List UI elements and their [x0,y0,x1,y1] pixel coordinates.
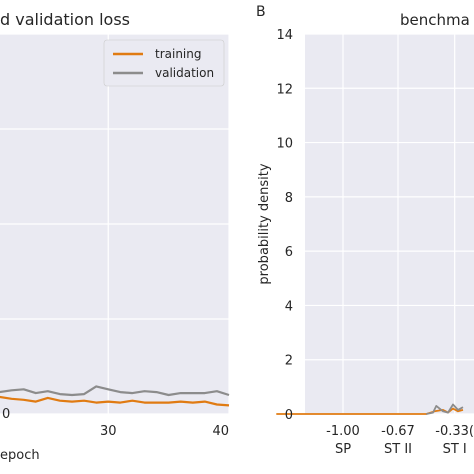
xtick-label: 40 [212,424,229,439]
xtick-label: -0.33( [435,424,474,439]
chart-title-b: benchma [400,11,470,29]
panel-a: 203040 0 d validation loss epoch trainin… [0,10,230,463]
chart-title-a: d validation loss [0,10,130,29]
series-a [0,385,230,407]
grid-a [0,33,230,415]
x-axis-label-a: epoch [0,448,40,463]
legend: training validation [103,39,225,87]
panel-label-b: B [256,4,266,20]
xtick-labels-a: 203040 [100,424,229,439]
xtick-labels-b: -1.00 SP -0.67 ST II -0.33( ST I [326,424,474,457]
legend-label-validation: validation [155,66,214,80]
ytick-label: 6 [285,245,293,260]
ytick-label: 4 [285,299,293,314]
y-axis-label-b: probability density [257,163,272,284]
xtick-sublabel: ST II [384,442,412,457]
legend-label-training: training [155,47,202,61]
density-line-1 [426,403,464,415]
ytick-label: 14 [276,28,293,43]
xtick-label: -1.00 [326,424,360,439]
ytick-label: 2 [285,354,293,369]
xtick-sublabel: SP [335,442,351,457]
legend-box [103,39,225,87]
ytick-label: 0 [2,407,10,422]
ytick-labels-a: 0 [2,407,10,422]
xtick-label: -0.67 [381,424,415,439]
ytick-label: 12 [276,82,293,97]
series-line-training [0,395,230,407]
ytick-label: 0 [285,408,293,423]
ytick-label: 10 [276,137,293,152]
plot-area-b [305,34,474,414]
density-line-0 [276,407,464,415]
xtick-sublabel: ST I [443,442,467,457]
ytick-label: 8 [285,191,293,206]
series-line-validation [0,385,230,397]
xtick-label: 30 [100,424,117,439]
ytick-labels-b: 0 2 4 6 8 10 12 14 [276,28,293,423]
series-b [276,403,464,415]
